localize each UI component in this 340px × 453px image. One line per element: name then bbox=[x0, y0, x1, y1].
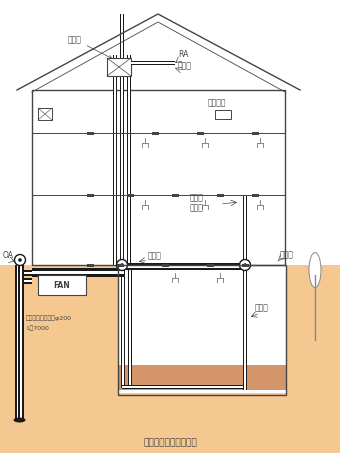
Text: モニター: モニター bbox=[208, 98, 226, 107]
Bar bbox=[118, 365, 286, 390]
Bar bbox=[124, 266, 245, 268]
Text: L＝7000: L＝7000 bbox=[26, 325, 49, 331]
Circle shape bbox=[239, 260, 251, 270]
Text: アルミ蓄熱パイプφ200: アルミ蓄熱パイプφ200 bbox=[26, 315, 72, 321]
Bar bbox=[122, 265, 124, 388]
Bar bbox=[252, 194, 259, 197]
Bar bbox=[129, 265, 131, 388]
Bar bbox=[124, 268, 245, 270]
Bar bbox=[118, 265, 286, 393]
Bar bbox=[87, 194, 94, 197]
Bar bbox=[87, 264, 94, 267]
Bar bbox=[24, 272, 32, 274]
Text: ファン: ファン bbox=[280, 250, 294, 259]
Text: RA: RA bbox=[178, 50, 188, 59]
Bar bbox=[24, 280, 32, 282]
Bar bbox=[114, 55, 116, 265]
Bar bbox=[215, 110, 231, 119]
Text: ファン: ファン bbox=[148, 251, 162, 260]
Bar bbox=[122, 386, 247, 388]
Bar bbox=[131, 62, 175, 64]
Ellipse shape bbox=[309, 252, 321, 288]
Bar bbox=[162, 264, 169, 267]
Text: 夏の涼: 夏の涼 bbox=[178, 61, 192, 70]
Ellipse shape bbox=[14, 418, 26, 423]
Text: 冬の暖: 冬の暖 bbox=[190, 193, 204, 202]
Text: FAN: FAN bbox=[54, 280, 70, 289]
Bar bbox=[243, 195, 247, 389]
Bar bbox=[32, 271, 124, 274]
Bar bbox=[124, 263, 245, 266]
Circle shape bbox=[15, 255, 26, 265]
Bar bbox=[121, 14, 123, 55]
Circle shape bbox=[18, 258, 22, 262]
Bar bbox=[217, 194, 224, 197]
Bar bbox=[244, 195, 246, 389]
Bar bbox=[24, 278, 32, 280]
Bar bbox=[0, 265, 340, 453]
Bar bbox=[24, 270, 32, 272]
Bar bbox=[131, 61, 175, 65]
Bar bbox=[127, 194, 134, 197]
Bar bbox=[243, 195, 247, 390]
Bar bbox=[24, 282, 32, 284]
Bar bbox=[197, 132, 204, 135]
Text: 割栗石: 割栗石 bbox=[255, 303, 269, 312]
Circle shape bbox=[120, 263, 124, 267]
Bar bbox=[17, 265, 18, 420]
Bar bbox=[128, 55, 130, 265]
Bar bbox=[87, 132, 94, 135]
Bar bbox=[24, 274, 32, 276]
Text: OA: OA bbox=[3, 251, 14, 260]
Bar bbox=[32, 90, 285, 265]
Bar bbox=[122, 385, 247, 389]
Bar bbox=[244, 195, 246, 390]
Bar bbox=[120, 14, 124, 55]
Bar bbox=[32, 268, 124, 271]
Bar bbox=[121, 55, 123, 265]
Bar bbox=[15, 265, 17, 420]
Bar bbox=[252, 132, 259, 135]
Circle shape bbox=[243, 263, 247, 267]
Bar bbox=[152, 132, 159, 135]
Bar bbox=[120, 55, 124, 265]
Bar bbox=[207, 264, 214, 267]
Circle shape bbox=[117, 260, 128, 270]
Bar bbox=[128, 265, 132, 388]
Bar bbox=[117, 264, 124, 267]
Bar bbox=[38, 275, 86, 295]
Bar bbox=[20, 265, 22, 420]
Bar bbox=[113, 55, 117, 265]
Bar bbox=[118, 265, 286, 395]
Bar bbox=[18, 265, 20, 420]
Bar bbox=[127, 55, 131, 265]
Bar bbox=[32, 274, 124, 277]
Bar bbox=[172, 194, 179, 197]
Bar bbox=[107, 58, 131, 76]
Text: 夏の涼: 夏の涼 bbox=[190, 203, 204, 212]
Bar bbox=[22, 265, 24, 420]
Text: 地中熱暖暖システム図: 地中熱暖暖システム図 bbox=[143, 439, 197, 448]
Bar bbox=[242, 264, 249, 267]
Bar bbox=[38, 108, 52, 120]
Bar bbox=[121, 265, 125, 388]
Text: 換気扇: 換気扇 bbox=[68, 35, 112, 58]
